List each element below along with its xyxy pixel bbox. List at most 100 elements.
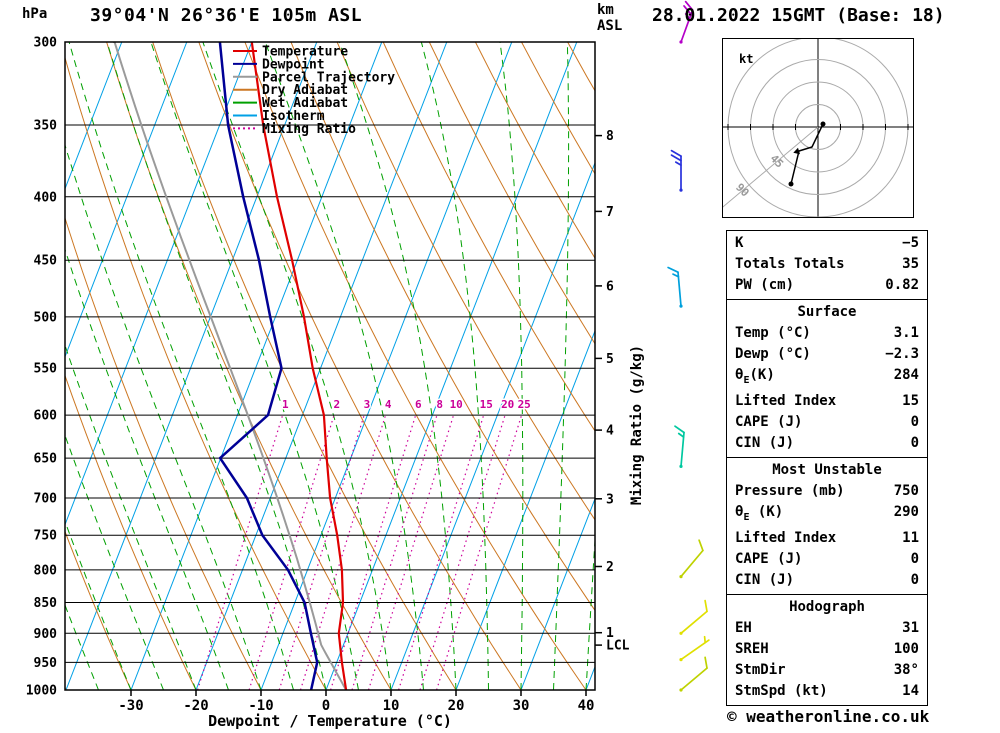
table-row-label: PW (cm): [735, 277, 795, 293]
wind-barbs-layer: [667, 0, 710, 692]
svg-text:20: 20: [501, 398, 514, 411]
table-row-value: 15: [902, 392, 919, 409]
svg-text:10: 10: [450, 398, 463, 411]
svg-text:6: 6: [415, 398, 422, 411]
axis-labels: 3003504004505005506006507007508008509009…: [26, 36, 645, 731]
svg-text:kt: kt: [739, 52, 753, 66]
wind-barb: [679, 656, 708, 692]
svg-text:Isotherm: Isotherm: [262, 109, 325, 124]
table-row: StmSpd (kt) 14: [727, 681, 927, 702]
table-row-label: θE (K): [735, 503, 784, 523]
svg-text:1000: 1000: [26, 684, 57, 699]
table-row-value: 38°: [893, 661, 919, 678]
wind-barb: [679, 539, 704, 579]
table-row-label: Lifted Index: [735, 392, 837, 409]
svg-text:600: 600: [34, 409, 58, 424]
table-row: Lifted Index 15: [727, 391, 927, 412]
table-row-label: Temp (°C): [735, 325, 811, 341]
svg-text:Wet Adiabat: Wet Adiabat: [262, 96, 348, 111]
svg-text:1: 1: [606, 626, 614, 641]
svg-text:6: 6: [606, 279, 614, 294]
svg-text:750: 750: [34, 529, 58, 544]
svg-text:-20: -20: [183, 698, 208, 714]
surface-table: Surface Temp (°C) 3.1 Dewp (°C) −2.3 θE(K) 284…: [726, 299, 928, 458]
indices-table: K −5 Totals Totals 35 PW (cm) 0.82: [726, 230, 928, 300]
wind-barb: [679, 0, 694, 44]
table-row-value: 750: [893, 482, 919, 499]
table-row: θE (K) 290: [727, 502, 927, 528]
hodograph-trace: [788, 121, 826, 187]
table-title: Most Unstable: [772, 461, 882, 478]
temperature-curve: [250, 42, 348, 690]
table-row-value: 290: [893, 503, 919, 520]
station-title: 39°04'N 26°36'E 105m ASL: [90, 5, 363, 26]
table-row-label: SREH: [735, 640, 769, 657]
table-row: Pressure (mb) 750: [727, 481, 927, 502]
table-title: Surface: [797, 304, 857, 320]
svg-text:2: 2: [333, 398, 340, 411]
isotherms-layer: [65, 42, 595, 690]
table-row: Lifted Index 11: [727, 528, 927, 549]
hodograph-table: Hodograph EH 31 SREH 100 StmDir 38° StmSpd (kt)…: [726, 593, 928, 706]
table-row: CAPE (J) 0: [727, 549, 927, 570]
svg-text:8: 8: [606, 129, 614, 144]
table-row: SREH 100: [727, 639, 927, 660]
wet-adiabats-layer: [65, 42, 595, 690]
table-row-label: CIN (J): [735, 571, 795, 588]
svg-text:15: 15: [480, 398, 493, 411]
svg-text:Dewpoint: Dewpoint: [262, 57, 325, 72]
plot-frame: [64, 41, 596, 691]
svg-text:10: 10: [383, 698, 400, 714]
svg-text:Dewpoint / Temperature (°C): Dewpoint / Temperature (°C): [208, 712, 452, 730]
wind-barb: [679, 635, 710, 662]
table-row-label: Pressure (mb): [735, 482, 845, 499]
indices-panel: K −5 Totals Totals 35 PW (cm) 0.82 Surface Temp…: [726, 230, 928, 706]
table-row: EH 31: [727, 618, 927, 639]
table-row-value: 284: [893, 367, 919, 383]
svg-text:Dry Adiabat: Dry Adiabat: [262, 83, 348, 98]
wind-barb: [670, 149, 683, 192]
table-row-label: Dewp (°C): [735, 346, 811, 362]
svg-text:0: 0: [322, 698, 330, 714]
most-unstable-table: Most Unstable Pressure (mb) 750 θE (K) 290 Li…: [726, 456, 928, 595]
svg-text:Temperature: Temperature: [262, 45, 348, 60]
wind-barb: [667, 266, 683, 308]
table-row: K −5: [727, 233, 927, 254]
table-row-value: 11: [902, 529, 919, 546]
km-label: km: [597, 2, 614, 18]
table-row: CIN (J) 0: [727, 570, 927, 591]
pressure-grid: [65, 41, 595, 691]
svg-text:950: 950: [34, 656, 58, 671]
svg-text:Mixing Ratio (g/kg): Mixing Ratio (g/kg): [629, 345, 645, 505]
svg-text:700: 700: [34, 492, 58, 507]
table-row-value: 35: [902, 256, 919, 272]
dewpoint-curve: [218, 42, 319, 690]
run-datetime-title: 28.01.2022 15GMT (Base: 18): [652, 5, 945, 26]
table-row: Dewp (°C) −2.3: [727, 344, 927, 365]
table-row-label: CAPE (J): [735, 413, 803, 430]
asl-label: ASL: [597, 18, 623, 34]
table-row: PW (cm) 0.82: [727, 275, 927, 296]
svg-text:3: 3: [364, 398, 371, 411]
table-row-label: StmDir: [735, 661, 786, 678]
altitude-axis-unit: km ASL: [597, 2, 622, 34]
svg-text:30: 30: [513, 698, 530, 714]
table-row: StmDir 38°: [727, 660, 927, 681]
svg-text:7: 7: [606, 205, 614, 220]
table-row-label: K: [735, 235, 744, 251]
wind-barb: [679, 599, 708, 635]
svg-text:300: 300: [34, 36, 58, 51]
table-row-value: 0: [910, 571, 919, 588]
table-row-label: StmSpd (kt): [735, 682, 828, 699]
svg-text:850: 850: [34, 596, 58, 611]
mixing-ratio-layer: 1 2 3 4 6 8 10 15 20 25: [197, 397, 532, 690]
svg-text:550: 550: [34, 362, 58, 377]
table-row-value: −5: [902, 235, 919, 251]
table-row: Temp (°C) 3.1: [727, 323, 927, 344]
svg-text:2: 2: [606, 560, 614, 575]
table-row-label: CIN (J): [735, 434, 795, 451]
svg-text:1: 1: [282, 398, 289, 411]
